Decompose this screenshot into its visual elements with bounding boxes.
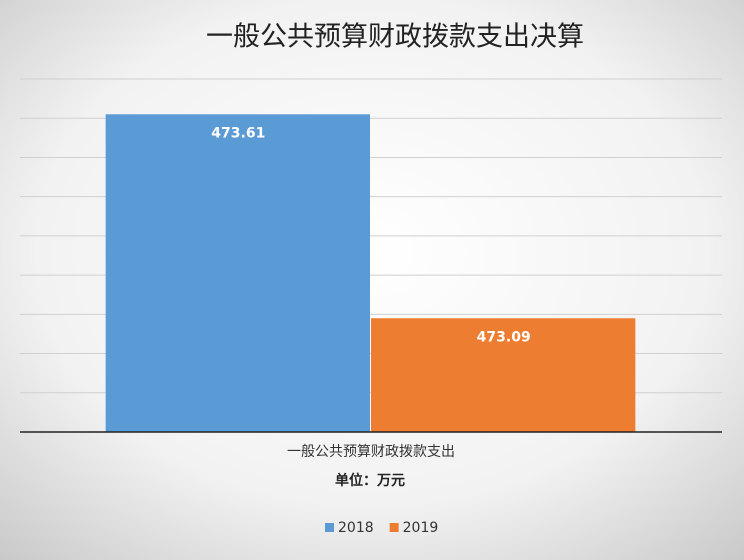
legend-swatch [389,523,399,532]
legend-label: 2019 [403,520,439,536]
x-tick-label: 一般公共预算财政拨款支出 [287,444,455,460]
data-label: 473.09 [477,329,531,345]
chart-title: 一般公共预算财政拨款支出决算 [206,22,584,53]
legend-label: 2018 [338,520,374,536]
legend-swatch [325,523,334,532]
bar [105,114,371,433]
unit-label: 单位：万元 [335,472,405,489]
data-label: 473.61 [211,125,265,141]
bar [371,318,636,432]
